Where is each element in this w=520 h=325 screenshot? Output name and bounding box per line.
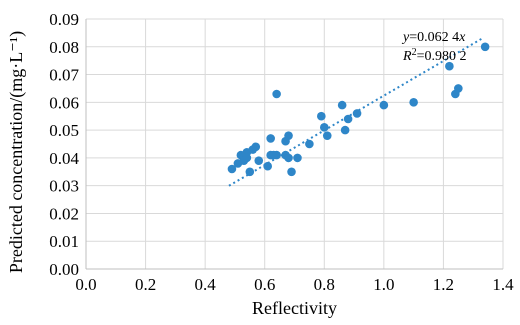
- data-point: [293, 153, 302, 163]
- equation-y: y: [401, 30, 410, 45]
- data-point: [251, 142, 261, 152]
- data-point: [454, 84, 463, 93]
- data-point: [409, 98, 418, 107]
- x-tick-label: 0.4: [195, 275, 217, 294]
- y-tick-label: 0.07: [49, 66, 79, 85]
- data-point: [272, 89, 281, 99]
- x-tick-label: 1.4: [492, 275, 514, 294]
- y-tick-label: 0.08: [49, 38, 79, 57]
- x-tick-label: 1.0: [373, 275, 394, 294]
- data-point: [266, 134, 275, 143]
- data-point: [287, 167, 296, 177]
- y-tick-label: 0.06: [49, 93, 79, 112]
- data-point: [245, 167, 255, 177]
- trendline-equation: y=0.062 4x: [401, 30, 466, 45]
- y-tick-label: 0.09: [49, 10, 79, 29]
- data-point: [445, 61, 454, 71]
- y-tick-label: 0.02: [49, 204, 79, 223]
- r2-value: =0.980 2: [417, 49, 467, 64]
- x-tick-label: 0.0: [75, 275, 96, 294]
- data-point: [284, 131, 293, 140]
- data-point: [305, 139, 314, 149]
- axes: [85, 19, 503, 270]
- y-tick-labels: 0.00 0.01 0.02 0.03 0.04 0.05 0.06 0.07 0.08 0.09: [49, 10, 79, 279]
- data-point: [227, 164, 237, 174]
- y-axis-title: Predicted concentration/(mg·L⁻¹): [6, 31, 27, 273]
- data-point: [352, 109, 362, 118]
- y-tick-label: 0.01: [49, 232, 79, 251]
- x-tick-label: 0.8: [314, 275, 335, 294]
- data-point: [337, 100, 347, 110]
- data-point: [379, 100, 389, 110]
- x-tick-label: 1.2: [433, 275, 454, 294]
- data-point: [263, 161, 272, 171]
- data-point: [272, 150, 281, 160]
- x-tick-label: 0.2: [135, 275, 156, 294]
- data-point: [254, 156, 264, 165]
- x-tick-label: 0.6: [254, 275, 275, 294]
- y-tick-label: 0.05: [49, 121, 79, 140]
- data-point: [284, 153, 293, 163]
- y-tick-label: 0.00: [49, 260, 79, 279]
- r2-superscript: 2: [412, 47, 417, 58]
- data-point: [480, 42, 490, 52]
- equation-value: =0.062 4: [409, 30, 459, 45]
- data-point: [340, 125, 350, 135]
- data-point: [317, 111, 326, 121]
- data-point: [319, 123, 329, 132]
- data-points: [227, 42, 490, 177]
- r2-symbol: R: [402, 49, 412, 64]
- x-tick-labels: 0.0 0.2 0.4 0.6 0.8 1.0 1.2 1.4: [75, 275, 514, 294]
- data-point: [343, 114, 353, 124]
- r-squared-label: R2=0.980 2: [402, 47, 466, 65]
- data-point: [322, 131, 332, 140]
- x-axis-title: Reflectivity: [252, 298, 337, 318]
- y-tick-label: 0.03: [49, 177, 79, 196]
- y-tick-label: 0.04: [49, 149, 79, 168]
- equation-x: x: [458, 30, 466, 45]
- grid: [86, 18, 504, 269]
